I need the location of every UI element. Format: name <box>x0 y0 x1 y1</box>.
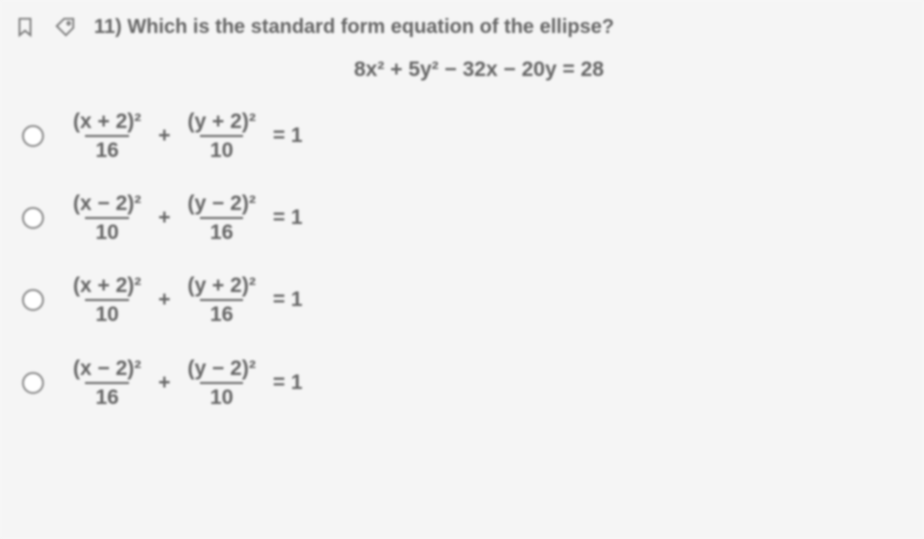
numerator: (y − 2)² <box>184 192 260 217</box>
fraction: (x + 2)² 16 <box>69 110 145 162</box>
eq-term: 8x² <box>354 58 384 81</box>
radio-b[interactable] <box>22 207 44 229</box>
choice-b-math: (x − 2)² 10 + (y − 2)² 16 = 1 <box>66 192 307 244</box>
plus-op: + <box>158 206 170 230</box>
plus-op: + <box>158 371 170 395</box>
eq-term: + <box>390 58 402 81</box>
fraction: (y − 2)² 16 <box>184 192 260 244</box>
numerator: (y + 2)² <box>184 274 260 299</box>
eq-term: − <box>504 58 516 81</box>
radio-a[interactable] <box>22 125 44 147</box>
fraction: (x − 2)² 10 <box>69 192 145 244</box>
plus-op: + <box>158 124 170 148</box>
eq-term: 20y <box>522 58 557 81</box>
numerator: (y − 2)² <box>184 357 260 382</box>
denominator: 16 <box>200 217 243 244</box>
eq-term: 5y² <box>408 58 438 81</box>
numerator: (x + 2)² <box>69 110 145 135</box>
equals: = 1 <box>273 124 303 148</box>
given-equation: 8x² + 5y² − 32x − 20y = 28 <box>94 58 904 82</box>
choice-c-math: (x + 2)² 10 + (y + 2)² 16 = 1 <box>66 274 307 326</box>
choice-c[interactable]: (x + 2)² 10 + (y + 2)² 16 = 1 <box>22 274 904 326</box>
choice-d[interactable]: (x − 2)² 16 + (y − 2)² 10 = 1 <box>22 357 904 409</box>
denominator: 10 <box>85 299 128 326</box>
denominator: 16 <box>85 382 128 409</box>
eq-term: 28 <box>581 58 604 81</box>
fraction: (x + 2)² 10 <box>69 274 145 326</box>
denominator: 16 <box>200 299 243 326</box>
denominator: 16 <box>85 135 128 162</box>
numerator: (y + 2)² <box>184 110 260 135</box>
fraction: (x − 2)² 16 <box>69 357 145 409</box>
choice-a-math: (x + 2)² 16 + (y + 2)² 10 = 1 <box>66 110 307 162</box>
answer-choices: (x + 2)² 16 + (y + 2)² 10 = 1 (x − 2)² 1… <box>14 110 904 409</box>
question-content: 11) Which is the standard form equation … <box>94 14 904 82</box>
question-prompt: Which is the standard form equation of t… <box>127 16 614 38</box>
question-number: 11) <box>94 16 122 38</box>
numerator: (x + 2)² <box>69 274 145 299</box>
fraction: (y + 2)² 10 <box>184 110 260 162</box>
equals: = 1 <box>273 288 303 312</box>
choice-d-math: (x − 2)² 16 + (y − 2)² 10 = 1 <box>66 357 307 409</box>
fraction: (y + 2)² 16 <box>184 274 260 326</box>
radio-c[interactable] <box>22 289 44 311</box>
equals: = 1 <box>273 206 303 230</box>
denominator: 10 <box>200 135 243 162</box>
fraction: (y − 2)² 10 <box>184 357 260 409</box>
choice-b[interactable]: (x − 2)² 10 + (y − 2)² 16 = 1 <box>22 192 904 244</box>
question-text: 11) Which is the standard form equation … <box>94 14 904 40</box>
question-header: 11) Which is the standard form equation … <box>14 14 904 82</box>
bookmark-icon[interactable] <box>14 16 36 38</box>
denominator: 10 <box>200 382 243 409</box>
eq-term: 32x <box>463 58 498 81</box>
choice-a[interactable]: (x + 2)² 16 + (y + 2)² 10 = 1 <box>22 110 904 162</box>
plus-op: + <box>158 288 170 312</box>
equals: = 1 <box>273 371 303 395</box>
eq-term: = <box>563 58 575 81</box>
denominator: 10 <box>85 217 128 244</box>
tag-icon[interactable] <box>54 16 76 38</box>
radio-d[interactable] <box>22 372 44 394</box>
eq-term: − <box>445 58 457 81</box>
numerator: (x − 2)² <box>69 357 145 382</box>
numerator: (x − 2)² <box>69 192 145 217</box>
